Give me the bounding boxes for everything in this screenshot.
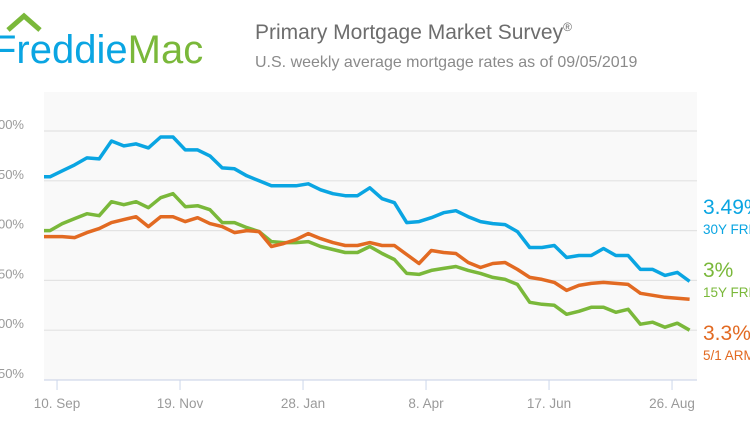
series-line-15y-frm xyxy=(44,191,691,332)
y-tick-label: 3.00% xyxy=(0,316,24,331)
x-tick-label: 28. Jan xyxy=(281,396,325,411)
chart-title: Primary Mortgage Market Survey® xyxy=(255,20,572,45)
legend-15y-value: 3% xyxy=(703,259,734,282)
legend-arm-name: 5/1 ARM xyxy=(703,348,750,363)
x-tick-label: 26. Aug xyxy=(649,396,695,411)
registered-mark: ® xyxy=(563,20,572,34)
legend-30y-value: 3.49% xyxy=(703,196,750,219)
series-line-30y-frm xyxy=(44,135,691,283)
y-tick-label: 4.00% xyxy=(0,217,24,232)
title-text: Primary Mortgage Market Survey xyxy=(255,21,564,44)
legend-arm-value: 3.3% xyxy=(703,322,750,345)
x-tick-label: 19. Nov xyxy=(157,396,204,411)
legend-30y-name: 30Y FRM xyxy=(703,222,750,237)
series-line-5-1-arm xyxy=(44,214,690,302)
house-roof-icon xyxy=(6,12,42,32)
x-tick-label: 17. Jun xyxy=(527,396,571,411)
svg-text:FreddieMac: FreddieMac xyxy=(0,28,203,70)
chart-subtitle: U.S. weekly average mortgage rates as of… xyxy=(255,54,638,71)
y-tick-label: 5.00% xyxy=(0,117,24,132)
y-tick-label: 3.50% xyxy=(0,266,24,281)
y-tick-label: 4.50% xyxy=(0,167,24,182)
x-tick-label: 10. Sep xyxy=(34,396,81,411)
freddie-mac-logo: FreddieMac xyxy=(0,12,203,70)
legend-15y-name: 15Y FRM xyxy=(703,285,750,300)
x-tick-label: 8. Apr xyxy=(408,396,444,411)
y-tick-label: 2.50% xyxy=(0,366,24,381)
plot-background xyxy=(44,92,697,380)
